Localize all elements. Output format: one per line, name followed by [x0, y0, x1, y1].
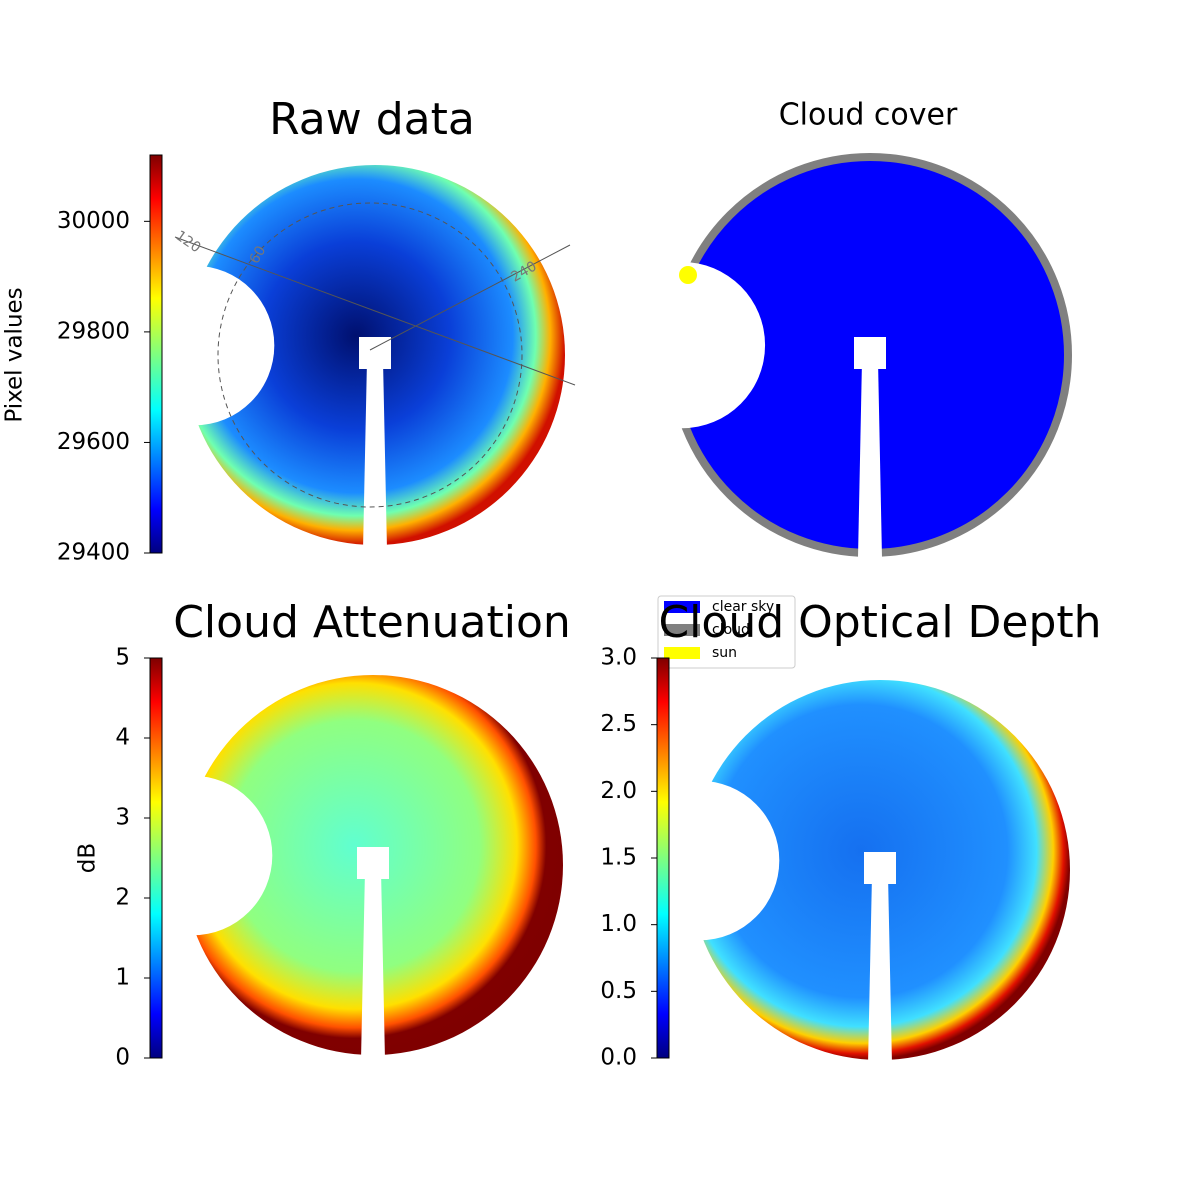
colorbar-tick-label: 4: [115, 725, 130, 751]
colorbar-label: Pixel values: [2, 287, 28, 422]
polar-grid: [217, 202, 523, 508]
mast-mask: [858, 360, 882, 558]
colorbar-tick-label: 2.5: [600, 711, 637, 737]
colorbar-tick-label: 2.0: [600, 778, 637, 804]
colorbar-tick-label: 3.0: [600, 645, 637, 671]
polar-grid: [369, 244, 571, 351]
camera-mask: [864, 852, 896, 884]
horizon-mask: [619, 780, 780, 941]
colorbar-tick-label: 2: [115, 885, 130, 911]
mast-mask: [361, 870, 385, 1060]
colorbar-tick-label: 5: [115, 645, 130, 671]
camera-mask: [854, 337, 886, 369]
colorbar-tick-label: 1.5: [600, 845, 637, 871]
colorbar-tick-label: 0.5: [600, 978, 637, 1004]
colorbar-tick-label: 29600: [57, 429, 130, 455]
legend-label: clear sky: [712, 599, 774, 615]
legend-swatch: [664, 647, 700, 659]
colorbar: [656, 657, 670, 1059]
polar-grid: [174, 236, 576, 386]
legend-label: cloud: [712, 622, 750, 638]
horizon-mask: [598, 261, 766, 429]
panel-title: Cloud Optical Depth: [658, 597, 1101, 648]
colorbar-tick-label: 29800: [57, 318, 130, 344]
sun-marker: [679, 266, 697, 284]
legend-swatch: [664, 624, 700, 636]
colorbar-tick-label: 29400: [57, 540, 130, 566]
mast-mask: [868, 875, 892, 1065]
horizon-mask: [112, 775, 273, 936]
colorbar-tick-label: 0.0: [600, 1045, 637, 1071]
angle-label: 120: [172, 228, 203, 256]
panel-title: Cloud cover: [779, 98, 958, 133]
colorbar: [149, 657, 163, 1059]
colorbar-tick-label: 0: [115, 1045, 130, 1071]
colorbar-tick-label: 30000: [57, 208, 130, 234]
colorbar-label: dB: [75, 843, 101, 873]
legend-label: sun: [712, 645, 737, 661]
horizon-mask: [114, 265, 275, 426]
colorbar-tick-label: 1.0: [600, 911, 637, 937]
mast-mask: [363, 360, 387, 550]
colorbar-tick-label: 3: [115, 805, 130, 831]
colorbar-tick-label: 1: [115, 965, 130, 991]
panel-title: Cloud Attenuation: [173, 597, 571, 648]
camera-mask: [357, 847, 389, 879]
colorbar: [149, 154, 163, 554]
legend-swatch: [664, 601, 700, 613]
panel-title: Raw data: [269, 94, 475, 145]
angle-label: 60: [247, 243, 270, 266]
